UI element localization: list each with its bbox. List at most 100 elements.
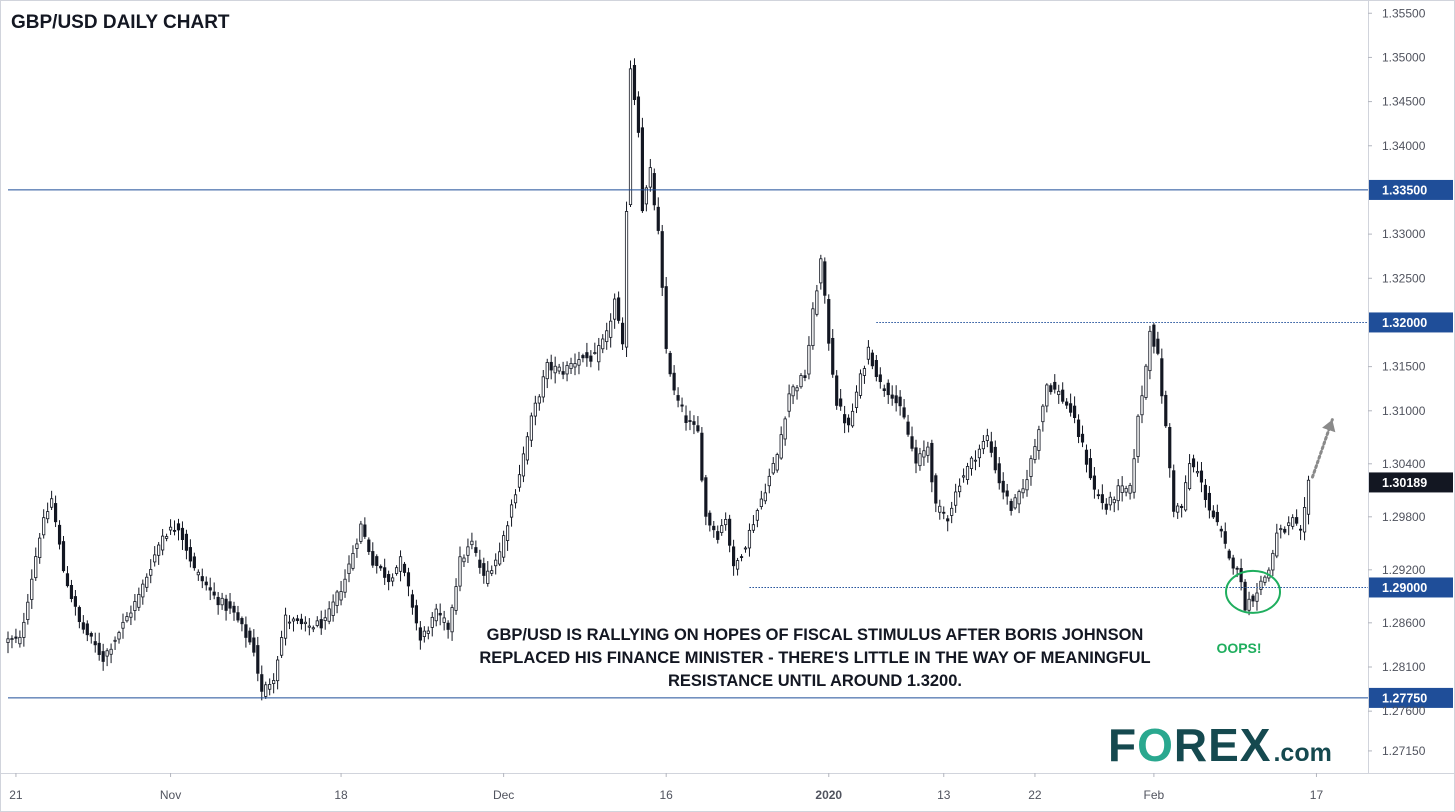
candle-body bbox=[6, 638, 10, 643]
candle-body bbox=[184, 533, 189, 551]
candle-body bbox=[1299, 528, 1303, 531]
candle-body bbox=[585, 352, 589, 359]
candle-body bbox=[1065, 401, 1069, 406]
candle-body bbox=[1259, 580, 1263, 590]
candle-body bbox=[466, 546, 470, 556]
candle-body bbox=[1033, 446, 1037, 460]
support-1-2775-tag bbox=[1369, 687, 1453, 708]
forex-logo: F O REX .com bbox=[1108, 718, 1332, 771]
candle-body bbox=[53, 503, 58, 523]
candle-body bbox=[394, 567, 399, 574]
candle-body bbox=[220, 597, 224, 606]
candle-body bbox=[811, 308, 815, 347]
candle-body bbox=[819, 258, 823, 284]
candle-body bbox=[157, 544, 161, 556]
candle-body bbox=[391, 577, 395, 582]
candle-body bbox=[208, 587, 212, 591]
x-tick-label: 22 bbox=[1028, 788, 1042, 802]
candle-body bbox=[1037, 429, 1041, 451]
candle-body bbox=[664, 286, 668, 349]
candle-body bbox=[981, 440, 985, 450]
candle-body bbox=[34, 556, 38, 579]
candle-body bbox=[1148, 330, 1152, 372]
candle-body bbox=[823, 261, 827, 296]
candle-body bbox=[236, 612, 240, 621]
candle-body bbox=[1076, 419, 1081, 437]
candle-body bbox=[712, 525, 716, 531]
candle-body bbox=[125, 616, 129, 622]
candle-body bbox=[938, 505, 942, 513]
x-tick-label: 2020 bbox=[815, 788, 842, 802]
oops-label: OOPS! bbox=[1216, 640, 1262, 656]
candle-body bbox=[573, 363, 577, 368]
candle-body bbox=[787, 393, 791, 412]
chart-title: GBP/USD DAILY CHART bbox=[11, 12, 230, 33]
candle-body bbox=[724, 519, 728, 526]
candle-body bbox=[1199, 470, 1204, 483]
candle-body bbox=[688, 420, 692, 422]
x-axis: 21 Nov 18 Dec 16 2020 13 22 Feb 17 bbox=[0, 773, 1455, 802]
candle-body bbox=[42, 517, 46, 536]
candle-body bbox=[1291, 517, 1295, 527]
candle-body bbox=[458, 556, 462, 587]
candle-body bbox=[335, 591, 339, 606]
candle-body bbox=[176, 523, 181, 531]
candle-body bbox=[537, 396, 541, 404]
candle-body bbox=[180, 527, 185, 540]
candle-body bbox=[1049, 385, 1053, 393]
candle-body bbox=[902, 407, 906, 418]
candle-body bbox=[597, 345, 601, 363]
candle-body bbox=[1235, 567, 1239, 570]
candle-body bbox=[1306, 479, 1311, 515]
candle-body bbox=[716, 531, 720, 540]
candle-body bbox=[569, 362, 573, 370]
candle-body bbox=[509, 504, 514, 518]
candle-body bbox=[279, 637, 284, 656]
candle-body bbox=[672, 372, 676, 391]
y-tick-label: 1.27600 bbox=[1382, 704, 1426, 718]
candle-body bbox=[533, 402, 537, 417]
candle-body bbox=[1041, 405, 1045, 423]
candle-body bbox=[248, 630, 252, 643]
candle-body bbox=[973, 459, 978, 462]
candle-body bbox=[775, 454, 779, 471]
candle-body bbox=[878, 374, 882, 383]
candle-body bbox=[161, 535, 165, 551]
candle-body bbox=[276, 659, 280, 682]
candle-body bbox=[129, 612, 133, 618]
candle-body bbox=[307, 625, 311, 628]
candle-body bbox=[771, 463, 775, 474]
candle-body bbox=[1160, 358, 1164, 397]
candle-body bbox=[351, 553, 355, 569]
candle-body bbox=[315, 620, 319, 626]
candle-body bbox=[807, 344, 811, 375]
candle-body bbox=[708, 512, 712, 526]
candle-body bbox=[1072, 405, 1077, 418]
candle-body bbox=[153, 554, 157, 563]
candles-group bbox=[6, 58, 1311, 701]
candle-body bbox=[1088, 458, 1093, 479]
candle-body bbox=[287, 621, 292, 624]
candle-body bbox=[549, 361, 553, 371]
candle-body bbox=[446, 622, 450, 630]
candle-body bbox=[26, 601, 30, 620]
candle-body bbox=[1108, 496, 1112, 506]
candle-body bbox=[755, 510, 759, 521]
candle-body bbox=[1271, 552, 1275, 571]
candle-body bbox=[256, 645, 260, 674]
y-tick-label: 1.29200 bbox=[1382, 563, 1426, 577]
candle-body bbox=[985, 435, 989, 441]
candle-body bbox=[1231, 557, 1235, 569]
x-tick-label: Feb bbox=[1144, 788, 1165, 802]
candle-body bbox=[918, 453, 922, 467]
candle-body bbox=[10, 638, 14, 640]
y-tick-label: 1.29800 bbox=[1382, 510, 1426, 524]
candle-body bbox=[1080, 433, 1085, 443]
candle-body bbox=[442, 617, 446, 623]
candle-body bbox=[815, 290, 819, 315]
candle-body bbox=[1255, 592, 1259, 602]
logo-text-f: F bbox=[1108, 719, 1138, 771]
levels-group: 1.33500 1.32000 1.29000 1.27750 1.30189 bbox=[8, 179, 1453, 708]
candle-body bbox=[743, 547, 748, 550]
